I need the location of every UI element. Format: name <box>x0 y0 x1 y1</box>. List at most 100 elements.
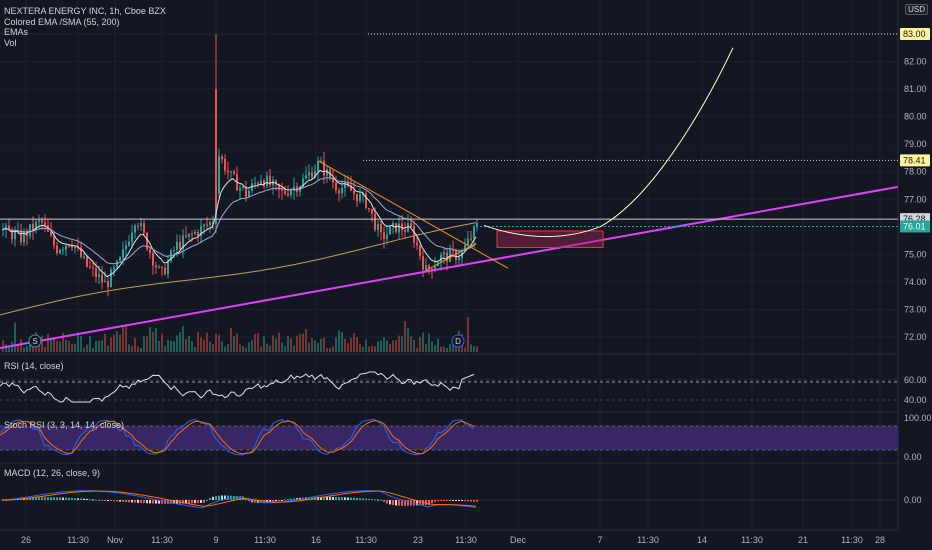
candle-body <box>134 225 136 233</box>
macd-histogram-bar <box>95 499 97 501</box>
volume-bar <box>299 334 301 352</box>
macd-histogram-bar <box>71 497 73 500</box>
candle-body <box>422 256 424 270</box>
candle-body <box>356 193 358 202</box>
macd-histogram-bar <box>284 499 286 501</box>
volume-bar <box>53 337 55 352</box>
candle-body <box>83 256 85 258</box>
volume-bar <box>146 336 148 352</box>
candle-body <box>395 223 397 233</box>
volume-bar <box>62 332 64 352</box>
volume-bar <box>227 343 229 352</box>
macd-histogram-bar <box>122 500 124 502</box>
candle-body <box>332 178 334 183</box>
candle-body <box>197 232 199 236</box>
volume-bar <box>2 340 4 352</box>
grid <box>0 0 932 531</box>
chart-legend[interactable]: NEXTERA ENERGY INC, 1h, Cboe BZX Colored… <box>4 6 166 48</box>
volume-bar <box>407 328 409 352</box>
volume-bar <box>365 339 367 352</box>
macd-histogram-bar <box>158 500 160 504</box>
macd-histogram-bar <box>257 500 259 504</box>
macd-histogram-bar <box>425 500 427 506</box>
candle-body <box>323 160 325 176</box>
volume-bar <box>236 333 238 352</box>
macd-histogram-bar <box>146 500 148 504</box>
candle-body <box>98 274 100 278</box>
stoch-rsi-title[interactable]: Stoch RSI (3, 3, 14, 14, close) <box>4 420 125 430</box>
candle-body <box>110 269 112 287</box>
volume-bar <box>470 344 472 352</box>
candle-body <box>233 171 235 175</box>
price-tag: 76.01 <box>900 220 930 233</box>
macd-histogram-bar <box>125 500 127 503</box>
price-tick-label: 75.00 <box>904 249 927 259</box>
candle-body <box>56 245 58 254</box>
marker-d: D <box>451 334 465 348</box>
macd-histogram-bar <box>416 500 418 506</box>
volume-bar <box>65 340 67 352</box>
macd-histogram-bar <box>428 500 430 505</box>
ema-fast-line <box>1 169 477 278</box>
currency-badge[interactable]: USD <box>905 4 928 15</box>
candle-body <box>284 190 286 194</box>
volume-bar <box>170 340 172 352</box>
time-tick-label: 28 <box>875 535 885 545</box>
candle-body <box>68 245 70 247</box>
candle-body <box>23 231 25 243</box>
volume-bar <box>263 336 265 352</box>
candle-body <box>341 188 343 194</box>
stoch-tick-label: 100.00 <box>904 413 932 423</box>
macd-title[interactable]: MACD (12, 26, close, 9) <box>4 468 101 478</box>
macd-histogram-bar <box>119 500 121 502</box>
volume-bar <box>386 340 388 352</box>
price-tag-label: 78.41 <box>903 155 926 165</box>
rsi-title[interactable]: RSI (14, close) <box>4 361 64 371</box>
candle-body <box>161 266 163 268</box>
time-tick-label: 11:30 <box>254 535 276 545</box>
indicator-volume[interactable]: Vol <box>4 37 17 48</box>
candle-body <box>29 224 31 237</box>
candle-body <box>194 232 196 234</box>
volume-bar <box>317 343 319 352</box>
candle-body <box>473 226 475 239</box>
volume-bar <box>197 332 199 352</box>
time-tick-label: 14 <box>697 535 707 545</box>
macd-histogram-bar <box>35 497 37 500</box>
macd-histogram-bar <box>128 500 130 503</box>
volume-bar <box>128 344 130 352</box>
candle-body <box>263 180 265 187</box>
volume-bar <box>215 333 217 352</box>
macd-histogram-bar <box>134 500 136 503</box>
volume-bar <box>440 346 442 352</box>
candle-body <box>308 172 310 176</box>
candle-body <box>74 247 76 249</box>
volume-bar <box>185 339 187 352</box>
volume-bar <box>116 331 118 352</box>
macd-pane <box>0 490 898 509</box>
macd-histogram-bar <box>356 497 358 500</box>
volume-bar <box>350 337 352 352</box>
volume-bar <box>335 337 337 352</box>
macd-histogram-bar <box>56 497 58 500</box>
macd-tick-label: 0.00 <box>904 495 922 505</box>
macd-histogram-bar <box>140 500 142 503</box>
candle-body <box>386 234 388 240</box>
indicator-ema-sma[interactable]: Colored EMA /SMA (55, 200) <box>4 16 120 27</box>
volume-bar <box>98 340 100 352</box>
macd-histogram-bar <box>242 496 244 500</box>
candle-body <box>206 224 208 226</box>
volume-bar <box>377 341 379 352</box>
volume-bar <box>473 346 475 352</box>
macd-histogram-bar <box>62 497 64 500</box>
volume-bar <box>131 345 133 352</box>
macd-histogram-bar <box>395 500 397 506</box>
candle-body <box>119 257 121 261</box>
candle-body <box>122 249 124 258</box>
spike-candle <box>215 89 217 205</box>
candle-body <box>269 175 271 186</box>
macd-histogram-bar <box>305 497 307 500</box>
candle-body <box>146 232 148 250</box>
indicator-emas[interactable]: EMAs <box>4 27 29 37</box>
